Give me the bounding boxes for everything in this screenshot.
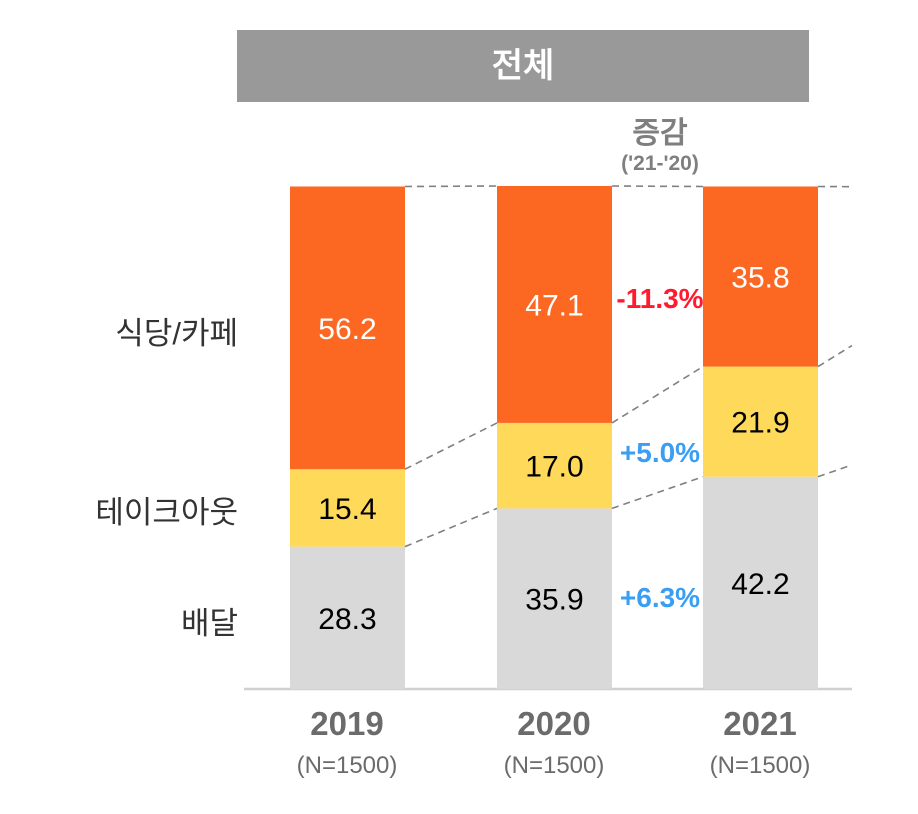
bar-segment	[703, 366, 818, 477]
connector-line	[404, 507, 498, 548]
change-label: -11.3%	[616, 283, 703, 314]
connector-line	[404, 185, 498, 188]
change-header: 증감	[632, 117, 688, 150]
change-subheader: ('21-'20)	[621, 152, 699, 175]
bar-segment	[497, 186, 612, 423]
data-label: 56.2	[318, 313, 376, 346]
data-label: 35.9	[525, 584, 583, 617]
change-label: +5.0%	[620, 437, 700, 468]
data-label: 35.8	[731, 262, 789, 295]
x-tick-sublabel: (N=1500)	[709, 752, 811, 779]
bar-segment	[703, 186, 818, 367]
data-label: 21.9	[731, 407, 789, 440]
bar-segment	[703, 476, 818, 689]
row-label-dine-in: 식당/카페	[115, 316, 238, 351]
bar-segment	[497, 422, 612, 509]
bar-segment	[497, 508, 612, 689]
data-label: 42.2	[731, 568, 789, 601]
title-banner	[237, 30, 809, 102]
data-label: 15.4	[318, 493, 376, 526]
connector-line	[611, 475, 704, 510]
x-tick-label: 2019	[310, 705, 384, 742]
x-tick-label: 2021	[723, 705, 797, 742]
change-label: +6.3%	[620, 582, 700, 613]
x-tick-sublabel: (N=1500)	[296, 752, 398, 779]
data-label: 17.0	[525, 451, 583, 484]
bar-segment	[290, 546, 405, 689]
connector-line	[611, 185, 704, 188]
bar-segment	[290, 469, 405, 547]
bar-segment	[290, 186, 405, 470]
connector-line	[817, 464, 853, 478]
row-label-takeout: 테이크아웃	[95, 495, 238, 530]
x-tick-label: 2020	[517, 705, 591, 742]
data-label: 47.1	[525, 289, 583, 322]
data-label: 28.3	[318, 603, 376, 636]
x-tick-sublabel: (N=1500)	[503, 752, 605, 779]
row-label-delivery: 배달	[180, 606, 238, 641]
connector-line	[404, 422, 498, 470]
connector-line	[817, 344, 853, 368]
chart-title: 전체	[491, 47, 555, 85]
connector-line	[611, 365, 704, 424]
